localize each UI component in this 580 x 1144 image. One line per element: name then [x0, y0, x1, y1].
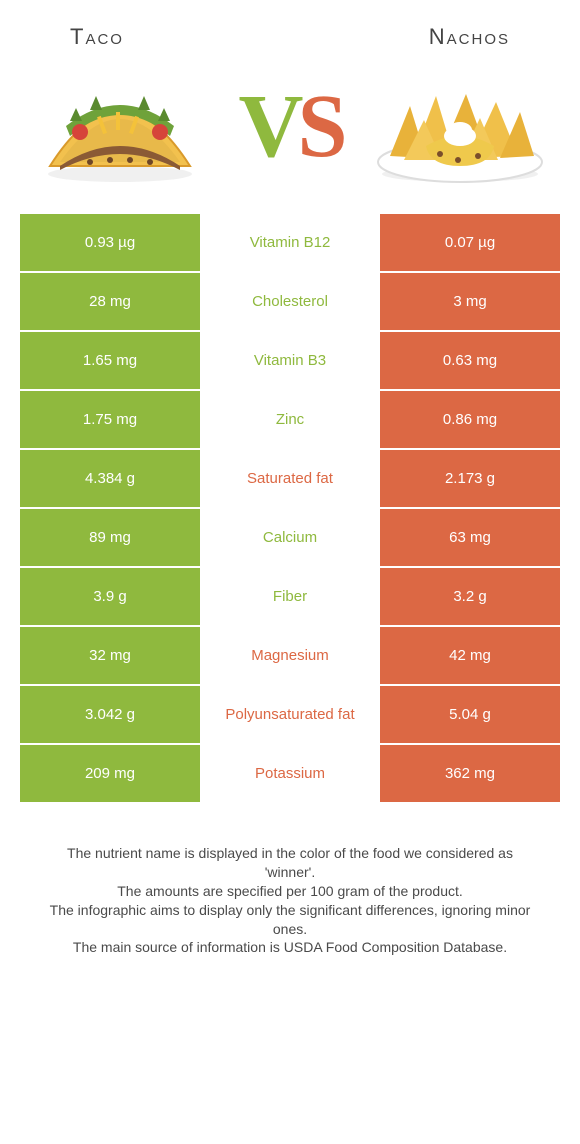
- nutrient-label: Zinc: [200, 391, 380, 448]
- right-value: 0.07 µg: [380, 214, 560, 271]
- table-row: 32 mgMagnesium42 mg: [20, 627, 560, 686]
- comparison-table: 0.93 µgVitamin B120.07 µg28 mgCholestero…: [20, 214, 560, 804]
- left-value: 3.042 g: [20, 686, 200, 743]
- nutrient-label: Vitamin B12: [200, 214, 380, 271]
- nutrient-label: Saturated fat: [200, 450, 380, 507]
- nutrient-label: Cholesterol: [200, 273, 380, 330]
- note-line: The amounts are specified per 100 gram o…: [40, 882, 540, 901]
- left-value: 3.9 g: [20, 568, 200, 625]
- vs-v: V: [238, 77, 297, 176]
- left-value: 32 mg: [20, 627, 200, 684]
- right-title: Nachos: [429, 24, 510, 50]
- right-value: 3 mg: [380, 273, 560, 330]
- nutrient-label: Polyunsaturated fat: [200, 686, 380, 743]
- right-value: 362 mg: [380, 745, 560, 802]
- illustration-row: VS: [20, 60, 560, 214]
- nachos-image: [370, 66, 550, 186]
- right-value: 3.2 g: [380, 568, 560, 625]
- table-row: 89 mgCalcium63 mg: [20, 509, 560, 568]
- footer-notes: The nutrient name is displayed in the co…: [20, 804, 560, 957]
- vs-label: VS: [238, 75, 341, 178]
- left-value: 209 mg: [20, 745, 200, 802]
- note-line: The infographic aims to display only the…: [40, 901, 540, 939]
- left-title: Taco: [70, 24, 124, 50]
- note-line: The main source of information is USDA F…: [40, 938, 540, 957]
- table-row: 209 mgPotassium362 mg: [20, 745, 560, 804]
- left-value: 0.93 µg: [20, 214, 200, 271]
- table-row: 3.042 gPolyunsaturated fat5.04 g: [20, 686, 560, 745]
- right-value: 0.86 mg: [380, 391, 560, 448]
- taco-image: [30, 66, 210, 186]
- left-value: 89 mg: [20, 509, 200, 566]
- vs-s: S: [297, 77, 341, 176]
- table-row: 1.65 mgVitamin B30.63 mg: [20, 332, 560, 391]
- right-value: 63 mg: [380, 509, 560, 566]
- table-row: 0.93 µgVitamin B120.07 µg: [20, 214, 560, 273]
- nutrient-label: Potassium: [200, 745, 380, 802]
- title-row: Taco Nachos: [20, 24, 560, 60]
- right-value: 42 mg: [380, 627, 560, 684]
- infographic-root: Taco Nachos: [0, 0, 580, 977]
- right-value: 2.173 g: [380, 450, 560, 507]
- left-value: 28 mg: [20, 273, 200, 330]
- left-value: 1.75 mg: [20, 391, 200, 448]
- nutrient-label: Magnesium: [200, 627, 380, 684]
- table-row: 28 mgCholesterol3 mg: [20, 273, 560, 332]
- nutrient-label: Fiber: [200, 568, 380, 625]
- table-row: 3.9 gFiber3.2 g: [20, 568, 560, 627]
- left-value: 1.65 mg: [20, 332, 200, 389]
- table-row: 1.75 mgZinc0.86 mg: [20, 391, 560, 450]
- nutrient-label: Vitamin B3: [200, 332, 380, 389]
- table-row: 4.384 gSaturated fat2.173 g: [20, 450, 560, 509]
- right-value: 0.63 mg: [380, 332, 560, 389]
- nutrient-label: Calcium: [200, 509, 380, 566]
- left-value: 4.384 g: [20, 450, 200, 507]
- right-value: 5.04 g: [380, 686, 560, 743]
- note-line: The nutrient name is displayed in the co…: [40, 844, 540, 882]
